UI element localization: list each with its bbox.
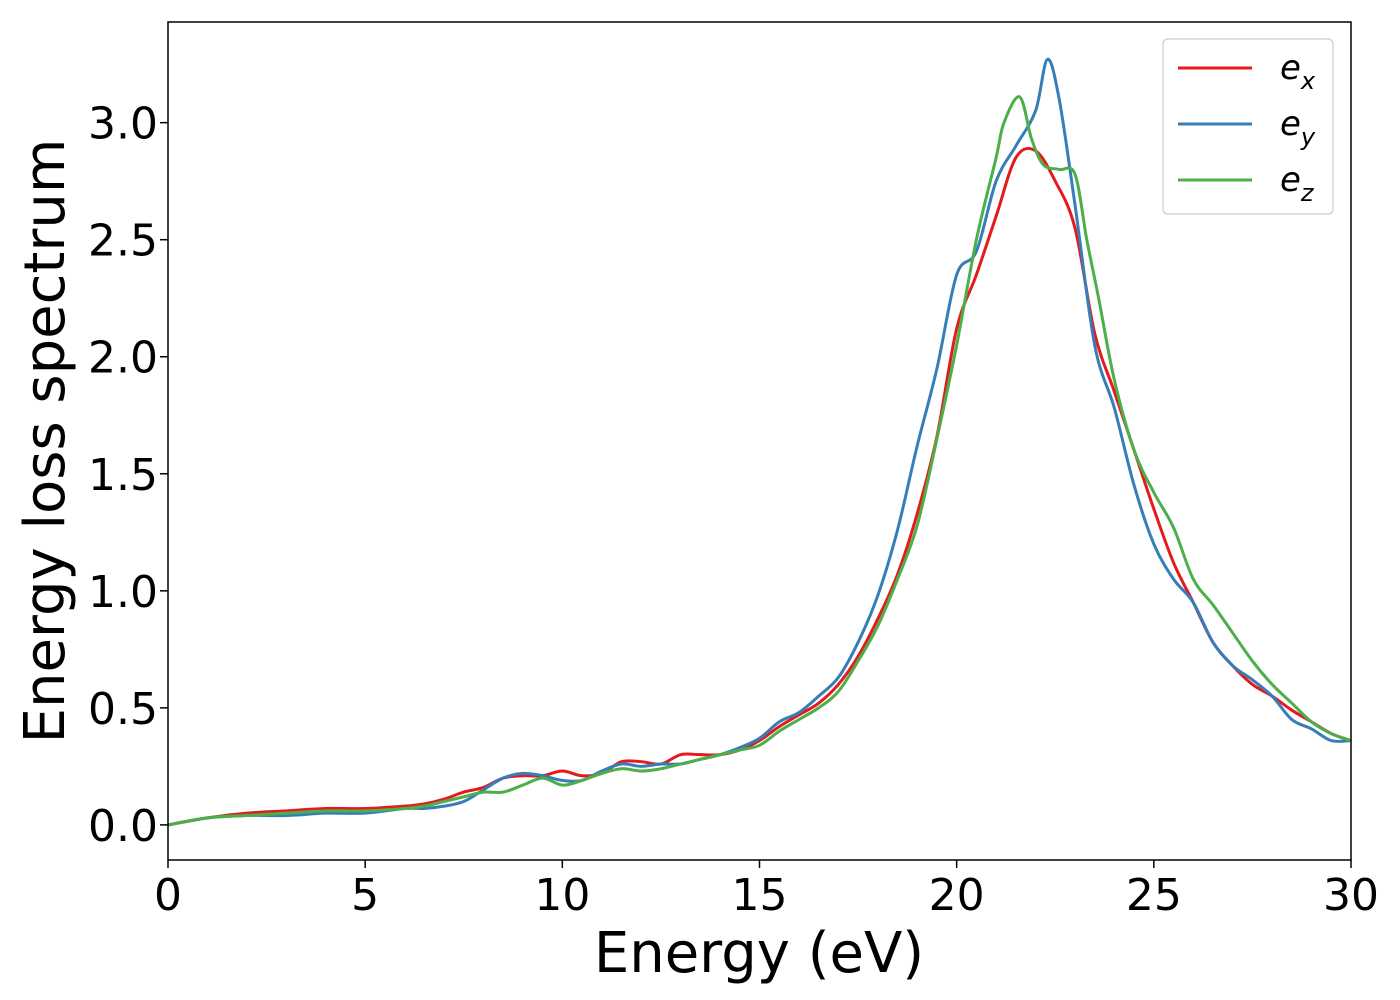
y-axis-ticks: 0.0 0.5 1.0 1.5 2.0 2.5 3.0 (88, 99, 168, 852)
x-tick-label: 0 (154, 870, 182, 921)
x-tick-label: 20 (929, 870, 985, 921)
legend-label-base: e (1280, 48, 1301, 88)
x-tick-label: 5 (351, 870, 379, 921)
legend-label-e-z: ez (1280, 160, 1315, 207)
y-tick-label: 3.0 (88, 99, 158, 150)
legend-label-subscript: z (1300, 179, 1315, 207)
legend-label-e-x: ex (1280, 48, 1316, 95)
y-tick-label: 0.0 (88, 801, 158, 852)
x-tick-label: 15 (732, 870, 788, 921)
legend-label-base: e (1280, 160, 1301, 200)
series-line-e-z (168, 95, 1351, 827)
series-line-e-y (168, 57, 1351, 827)
x-axis-ticks: 0 5 10 15 20 25 30 (154, 860, 1379, 921)
x-tick-label: 25 (1126, 870, 1182, 921)
x-axis-title: Energy (eV) (594, 921, 924, 986)
legend-label-e-y: ey (1280, 104, 1316, 151)
x-tick-label: 10 (534, 870, 590, 921)
y-tick-label: 2.0 (88, 333, 158, 384)
y-tick-label: 0.5 (88, 684, 158, 735)
y-tick-label: 1.0 (88, 567, 158, 618)
legend-label-base: e (1280, 104, 1301, 144)
series-layer (168, 57, 1351, 827)
y-axis-title: Energy loss spectrum (13, 139, 78, 744)
y-tick-label: 2.5 (88, 216, 158, 267)
legend-label-subscript: x (1300, 67, 1316, 95)
y-tick-label: 1.5 (88, 450, 158, 501)
legend-label-subscript: y (1300, 123, 1316, 151)
x-tick-label: 30 (1323, 870, 1379, 921)
series-line-e-x (168, 146, 1351, 827)
legend-box (1162, 38, 1334, 215)
